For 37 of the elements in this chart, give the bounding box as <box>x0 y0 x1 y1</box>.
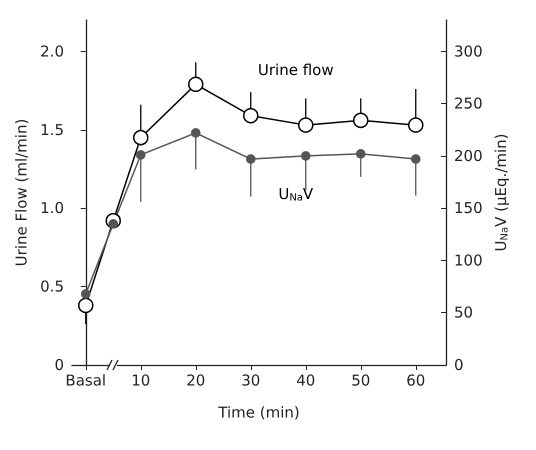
y2-tick-label: 300 <box>454 42 483 60</box>
y2-tick-label: 50 <box>454 304 474 322</box>
y-tick-label: 1.5 <box>40 120 64 139</box>
x-tick-label: 30 <box>241 372 260 390</box>
point <box>246 154 256 164</box>
text: Urine flow <box>258 61 334 80</box>
point <box>408 117 424 133</box>
point <box>188 76 204 92</box>
point <box>298 117 314 133</box>
point <box>191 128 200 138</box>
point <box>136 150 146 160</box>
point <box>353 112 368 128</box>
y2-axis-title: UNaV (μEq./min) <box>492 134 511 252</box>
x-tick-label: 60 <box>406 372 426 390</box>
point <box>78 298 94 314</box>
x-axis-title: Time (min) <box>217 404 300 422</box>
y-tick-label: 0.5 <box>40 278 64 296</box>
x-tick-label: 40 <box>296 372 316 390</box>
y-tick-label: 0 <box>54 356 64 374</box>
point <box>243 108 258 124</box>
point <box>81 289 90 299</box>
y-tick-label: 1.0 <box>40 199 64 218</box>
y2-tick-label: 200 <box>454 146 483 165</box>
y-tick-label: 2.0 <box>40 42 64 60</box>
y2-tick-label: 150 <box>454 199 483 218</box>
point <box>301 151 310 161</box>
x-tick-label: 20 <box>186 372 206 390</box>
point <box>133 130 148 146</box>
x-tick-label: 10 <box>131 372 150 390</box>
point <box>356 149 366 159</box>
point <box>411 154 420 164</box>
y2-tick-label: 0 <box>454 356 464 374</box>
y-axis-title: Urine Flow (ml/min) <box>12 118 31 266</box>
x-tick-label: 50 <box>351 372 370 390</box>
y2-tick-label: 100 <box>454 251 483 270</box>
x-tick-label: Basal <box>65 372 106 390</box>
y2-tick-label: 250 <box>454 94 483 113</box>
